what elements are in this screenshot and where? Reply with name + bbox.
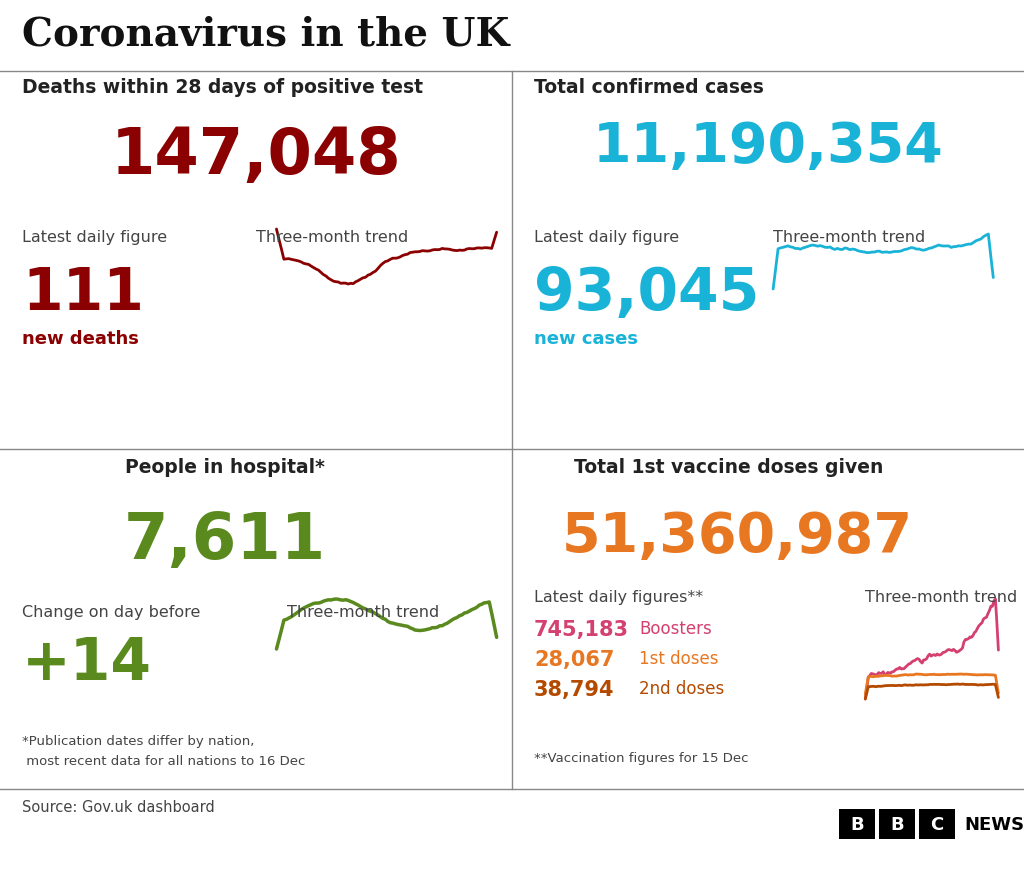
Text: C: C	[931, 815, 944, 833]
Text: 11,190,354: 11,190,354	[593, 120, 943, 174]
Text: new deaths: new deaths	[22, 329, 139, 348]
Text: 51,360,987: 51,360,987	[562, 509, 912, 564]
Text: Boosters: Boosters	[639, 619, 712, 637]
Text: Latest daily figures**: Latest daily figures**	[534, 589, 703, 604]
Bar	[879, 810, 915, 839]
Text: Deaths within 28 days of positive test: Deaths within 28 days of positive test	[22, 78, 423, 97]
Text: most recent data for all nations to 16 Dec: most recent data for all nations to 16 D…	[22, 754, 305, 767]
Text: Three-month trend: Three-month trend	[287, 604, 439, 619]
Text: new cases: new cases	[534, 329, 638, 348]
Text: 147,048: 147,048	[111, 125, 401, 187]
Text: 2nd doses: 2nd doses	[639, 680, 724, 697]
Text: Source: Gov.uk dashboard: Source: Gov.uk dashboard	[22, 799, 215, 814]
Text: B: B	[850, 815, 864, 833]
Text: Three-month trend: Three-month trend	[773, 230, 926, 245]
Text: 1st doses: 1st doses	[639, 649, 719, 667]
Text: +14: +14	[22, 634, 152, 691]
Bar	[839, 810, 874, 839]
Bar	[919, 810, 955, 839]
Text: Three-month trend: Three-month trend	[256, 230, 409, 245]
Text: B: B	[890, 815, 904, 833]
Text: Total 1st vaccine doses given: Total 1st vaccine doses given	[574, 457, 884, 477]
Text: 745,183: 745,183	[534, 619, 629, 639]
Text: 7,611: 7,611	[124, 509, 327, 572]
Text: Latest daily figure: Latest daily figure	[534, 230, 679, 245]
Text: Three-month trend: Three-month trend	[865, 589, 1018, 604]
Text: Latest daily figure: Latest daily figure	[22, 230, 167, 245]
Text: People in hospital*: People in hospital*	[125, 457, 326, 477]
Text: Total confirmed cases: Total confirmed cases	[534, 78, 764, 97]
Text: Coronavirus in the UK: Coronavirus in the UK	[22, 15, 509, 53]
Text: Change on day before: Change on day before	[22, 604, 201, 619]
Text: 111: 111	[22, 264, 144, 321]
Text: **Vaccination figures for 15 Dec: **Vaccination figures for 15 Dec	[534, 752, 749, 764]
Text: *Publication dates differ by nation,: *Publication dates differ by nation,	[22, 734, 254, 747]
Text: 93,045: 93,045	[534, 264, 760, 321]
Text: 38,794: 38,794	[534, 680, 614, 699]
Text: 28,067: 28,067	[534, 649, 614, 669]
Text: NEWS: NEWS	[964, 815, 1024, 833]
